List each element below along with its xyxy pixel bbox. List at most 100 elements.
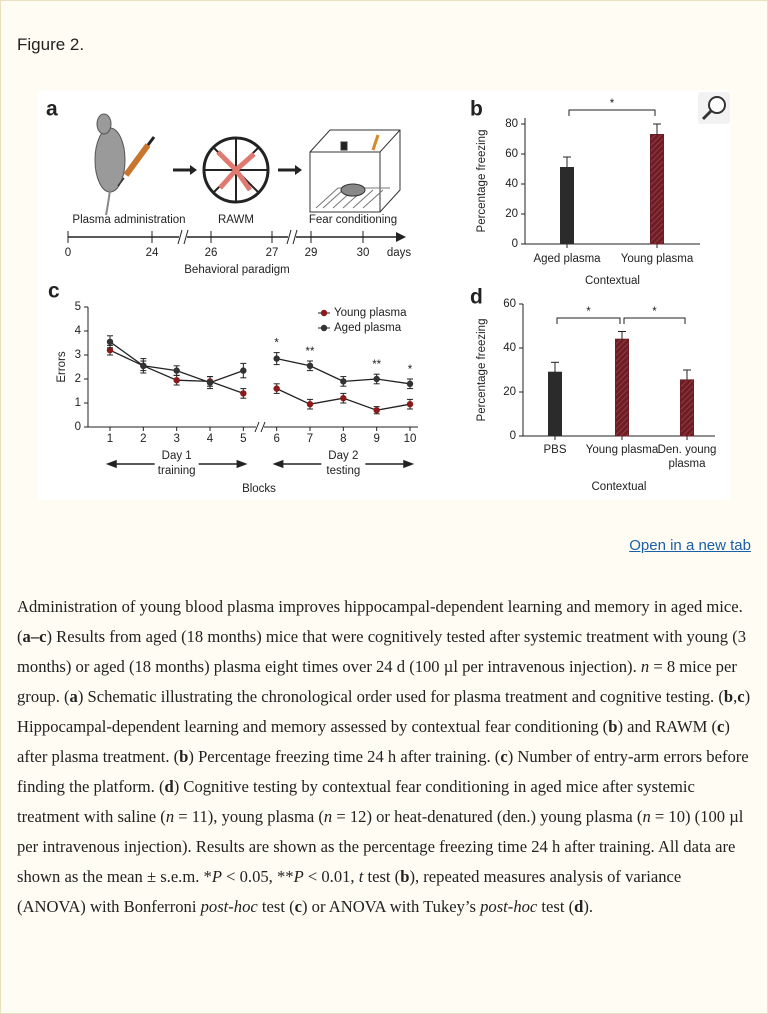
caption-run: ) Results from aged (18 months) mice tha… — [17, 627, 747, 676]
significance-bracket — [556, 317, 621, 324]
caption-run: b — [179, 747, 189, 766]
x-axis-label: Blocks — [242, 483, 276, 495]
caption-run: = 12) or heat-denatured (den.) young pla… — [332, 807, 643, 826]
significance-label: ** — [306, 346, 315, 358]
data-point — [306, 362, 314, 369]
caption-run: c — [737, 687, 745, 706]
step-label: Fear conditioning — [309, 214, 397, 226]
caption-run: n — [165, 807, 175, 826]
data-point — [340, 378, 347, 385]
caption-run: < 0.05, ** — [221, 867, 294, 886]
caption-run: = 10) (100 µl per intravenous injection)… — [17, 807, 744, 886]
group-arrow — [272, 459, 415, 469]
x-tick-label: Young plasma — [585, 444, 659, 456]
timeline-label: Behavioral paradigm — [184, 264, 289, 276]
mouse-illustration — [94, 113, 156, 216]
axis-break — [256, 422, 264, 432]
x-tick-label: 6 — [273, 433, 279, 445]
caption-run: d — [574, 897, 584, 916]
magnifier-icon[interactable] — [698, 92, 730, 124]
significance-bracket — [568, 109, 656, 116]
data-point — [106, 338, 114, 345]
data-point — [406, 401, 414, 408]
caption-run: , — [733, 687, 738, 706]
panel-letter: c — [48, 280, 60, 303]
axis-break — [179, 230, 187, 244]
axis-break-mark — [177, 229, 183, 245]
caption-run: ) Percentage freezing time 24 h after tr… — [188, 747, 501, 766]
data-point — [240, 390, 247, 397]
y-tick-label: 0 — [510, 430, 516, 442]
x-tick-label: Aged plasma — [533, 253, 601, 265]
maze-illustration — [202, 136, 270, 204]
significance-label: * — [610, 98, 615, 110]
caption-run: ) Hippocampal-dependent learning and mem… — [17, 687, 751, 736]
caption-run: = 8 mice per group. ( — [17, 657, 737, 706]
caption-run: c — [500, 747, 508, 766]
y-axis-label: Errors — [56, 351, 68, 383]
x-tick-label: 5 — [240, 433, 246, 445]
caption-run: n — [640, 657, 650, 676]
figure: a Plasma administration RAWM Fear condition… — [38, 90, 730, 500]
caption-run: ) Cognitive testing by contextual fear c… — [17, 777, 695, 826]
caption-run: P — [211, 867, 222, 886]
axis-break-mark — [254, 421, 260, 433]
significance-label: * — [274, 338, 279, 350]
caption-run: P — [293, 867, 304, 886]
x-tick-label: 1 — [107, 433, 113, 445]
data-point — [106, 347, 114, 354]
caption-run: t — [358, 867, 364, 886]
y-tick-label: 40 — [503, 342, 516, 354]
caption-run: ) and RAWM ( — [617, 717, 718, 736]
timeline-tick-label: 30 — [357, 247, 370, 259]
caption-run: ), repeated measures analysis of varianc… — [17, 867, 682, 916]
caption-run: a — [69, 687, 78, 706]
caption-run: Administration of young blood plasma imp… — [17, 597, 743, 646]
x-axis-label: Contextual — [585, 275, 640, 287]
x-tick-label: 2 — [140, 433, 146, 445]
y-tick-label: 4 — [75, 325, 82, 337]
caption-run: ) or ANOVA with Tukey’s — [302, 897, 481, 916]
caption-run: c — [717, 717, 725, 736]
bar — [680, 379, 694, 437]
arrow-head — [295, 165, 302, 175]
timeline-tick-label: 26 — [205, 247, 218, 259]
y-tick-label: 20 — [503, 386, 516, 398]
open-in-new-tab-link[interactable]: Open in a new tab — [629, 537, 751, 554]
caption-run: n — [642, 807, 651, 826]
caption-run: b — [400, 867, 410, 886]
caption-run: b — [723, 687, 734, 706]
x-tick-label: 10 — [404, 433, 417, 445]
significance-label: * — [408, 364, 413, 376]
caption-run: n — [323, 807, 333, 826]
caption-run: test ( — [363, 867, 401, 886]
caption-run: test ( — [257, 897, 295, 916]
caption-run: c — [294, 897, 302, 916]
data-point — [406, 380, 414, 387]
data-point — [240, 367, 247, 374]
caption-run: b — [608, 717, 618, 736]
y-axis-label: Percentage freezing — [476, 130, 488, 233]
data-point — [340, 395, 347, 402]
group-label: Day 1 — [162, 450, 192, 462]
timeline-arrow — [396, 232, 406, 242]
y-tick-label: 60 — [505, 148, 518, 160]
panel-letter: d — [470, 286, 483, 309]
step-label: Plasma administration — [72, 214, 185, 226]
caption-run: < 0.01, — [303, 867, 359, 886]
panel-letter: b — [470, 98, 483, 121]
x-tick-label: Young plasma — [620, 253, 694, 265]
figure-caption: Administration of young blood plasma imp… — [17, 592, 753, 922]
group-label: Day 2 — [328, 450, 358, 462]
caption-run: test ( — [537, 897, 575, 916]
y-tick-label: 2 — [75, 373, 81, 385]
group-label: training — [158, 465, 196, 477]
timeline-tick-label: 27 — [266, 247, 279, 259]
timeline-unit: days — [387, 247, 412, 259]
group-arrow — [105, 459, 248, 469]
significance-label: * — [586, 306, 591, 318]
caption-run: = 11), young plasma ( — [174, 807, 324, 826]
axis-break-mark — [286, 229, 292, 245]
axis-break — [288, 230, 296, 244]
data-point — [373, 407, 380, 414]
